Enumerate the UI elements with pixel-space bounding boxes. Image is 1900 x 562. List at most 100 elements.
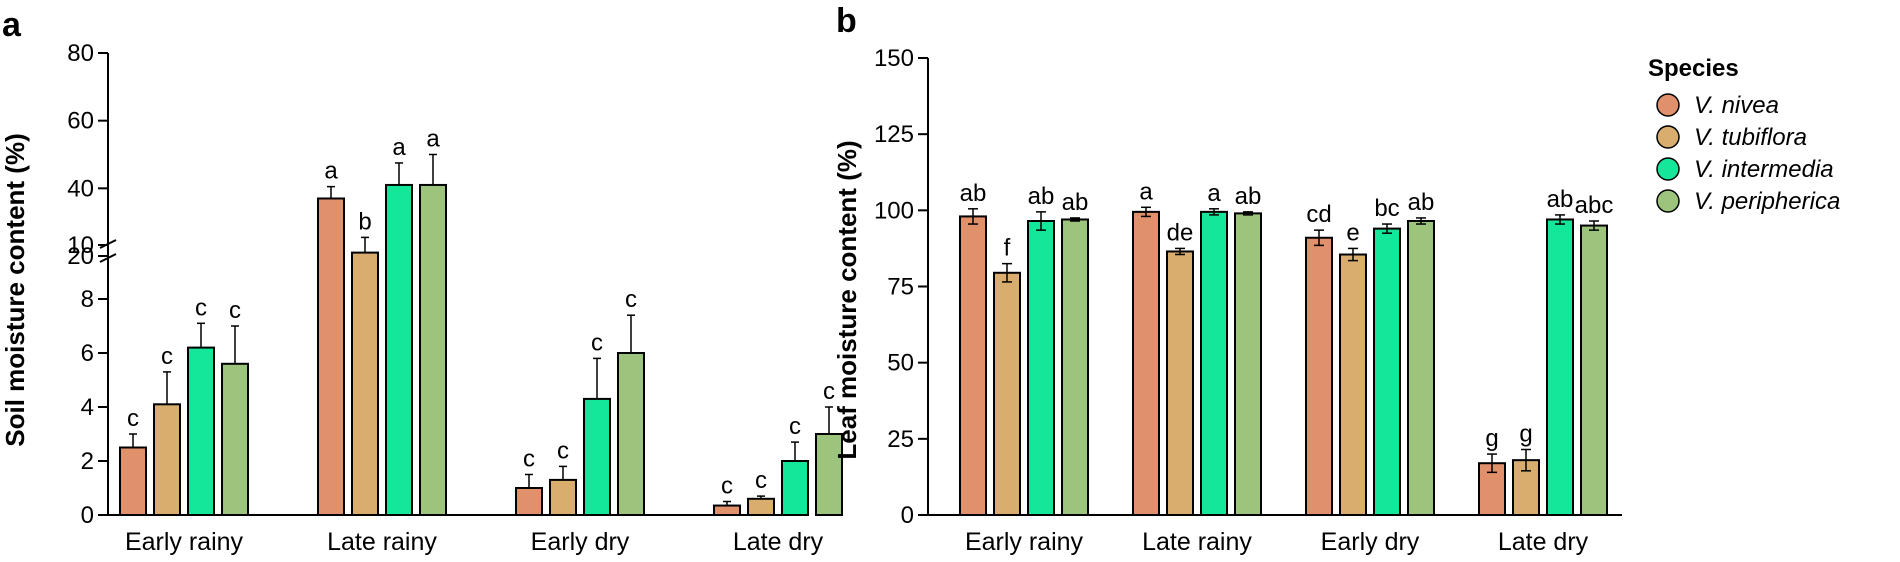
significance-letter: ab xyxy=(1408,189,1435,216)
chart-a: 20 40 60 80 0 2 4 6 8 10 Soil moisture content (%)… xyxy=(0,40,843,556)
bar-v-nivea-late-dry xyxy=(713,504,741,516)
significance-letter: b xyxy=(358,208,371,235)
y-tick-label: 25 xyxy=(887,426,914,453)
axis-break-mark xyxy=(99,253,117,263)
legend-label-v-tubiflora: V. tubiflora xyxy=(1694,124,1807,151)
bar-v-intermedia-late-dry xyxy=(781,460,809,516)
bar-v-peripherica-late-rainy xyxy=(419,183,447,516)
x-category-label: Early rainy xyxy=(965,528,1084,556)
significance-letter: a xyxy=(1207,180,1221,207)
bar-v-nivea-early-rainy xyxy=(959,215,987,516)
bar-v-intermedia-late-rainy xyxy=(1200,210,1228,517)
significance-letter: ab xyxy=(1235,183,1262,210)
y-tick-label: 125 xyxy=(874,121,914,148)
significance-letter: abc xyxy=(1575,192,1614,219)
y-axis-title: Soil moisture content (%) xyxy=(0,133,30,446)
x-category-label: Late dry xyxy=(1498,528,1589,556)
bar-v-nivea-late-rainy xyxy=(1132,210,1160,517)
y-tick-label: 2 xyxy=(81,448,94,475)
bar-v-tubiflora-early-dry xyxy=(1339,253,1367,516)
significance-letter: g xyxy=(1485,425,1498,452)
significance-letter: ab xyxy=(1062,189,1089,216)
significance-letter: ab xyxy=(1028,183,1055,210)
significance-letter: c xyxy=(523,446,535,473)
y-tick-label: 40 xyxy=(67,175,94,202)
significance-letter: c xyxy=(229,297,241,324)
legend-label-v-peripherica: V. peripherica xyxy=(1694,188,1840,215)
y-tick-label: 8 xyxy=(81,286,94,313)
legend: Species V. nivea V. tubiflora V. intermedi… xyxy=(1648,55,1840,215)
bar-v-intermedia-early-rainy xyxy=(1027,219,1055,516)
significance-letter: c xyxy=(625,286,637,313)
significance-letter: bc xyxy=(1374,195,1399,222)
bar-v-intermedia-late-dry xyxy=(1546,218,1574,516)
legend-marker-v-intermedia xyxy=(1656,157,1680,181)
bar-v-peripherica-early-rainy xyxy=(1061,218,1089,516)
significance-letter: c xyxy=(823,378,835,405)
significance-letter: c xyxy=(755,467,767,494)
significance-letter: c xyxy=(591,329,603,356)
bar-v-tubiflora-late-dry xyxy=(747,497,775,516)
significance-letter: a xyxy=(426,126,440,153)
y-tick-label: 10 xyxy=(67,232,94,259)
bar-v-tubiflora-late-rainy xyxy=(351,251,379,516)
legend-title: Species xyxy=(1648,55,1739,82)
x-category-label: Late rainy xyxy=(1142,528,1252,556)
significance-letter: f xyxy=(1004,235,1011,262)
bar-v-peripherica-early-rainy xyxy=(221,362,249,516)
y-tick-label: 0 xyxy=(81,502,94,529)
bar-v-nivea-early-rainy xyxy=(119,446,147,516)
significance-letter: c xyxy=(127,405,139,432)
bar-v-intermedia-early-dry xyxy=(583,397,611,516)
y-tick-label: 6 xyxy=(81,340,94,367)
bar-v-peripherica-late-rainy xyxy=(1234,212,1262,516)
significance-letter: de xyxy=(1167,219,1194,246)
y-axis-title: Leaf moisture content (%) xyxy=(832,140,862,459)
significance-letter: a xyxy=(324,158,338,185)
significance-letter: g xyxy=(1519,420,1532,447)
bar-v-nivea-early-dry xyxy=(1305,236,1333,516)
significance-letter: ab xyxy=(960,180,987,207)
x-category-label: Late rainy xyxy=(327,528,437,556)
y-tick-label: 100 xyxy=(874,197,914,224)
y-tick-label: 4 xyxy=(81,394,94,421)
bar-v-tubiflora-early-rainy xyxy=(993,271,1021,517)
significance-letter: c xyxy=(195,294,207,321)
y-tick-label: 75 xyxy=(887,274,914,301)
bar-v-intermedia-early-rainy xyxy=(187,346,215,516)
legend-marker-v-tubiflora xyxy=(1656,125,1680,149)
bar-v-tubiflora-late-rainy xyxy=(1166,250,1194,516)
legend-label-v-nivea: V. nivea xyxy=(1694,92,1779,119)
y-tick-label: 150 xyxy=(874,45,914,72)
bar-v-tubiflora-early-dry xyxy=(549,478,577,516)
significance-letter: a xyxy=(392,134,406,161)
significance-letter: cd xyxy=(1306,201,1331,228)
y-tick-label: 50 xyxy=(887,350,914,377)
significance-letter: c xyxy=(161,343,173,370)
bar-v-nivea-late-rainy xyxy=(317,197,345,516)
significance-letter: c xyxy=(557,437,569,464)
significance-letter: ab xyxy=(1547,186,1574,213)
significance-letter: e xyxy=(1346,219,1359,246)
y-tick-label: 60 xyxy=(67,108,94,135)
chart-b: 0 25 50 75 100 125 150 Leaf moisture content (%… xyxy=(832,45,1622,556)
bar-v-peripherica-late-dry xyxy=(1580,224,1608,516)
x-category-label: Late dry xyxy=(733,528,824,556)
legend-label-v-intermedia: V. intermedia xyxy=(1694,156,1834,183)
bar-v-intermedia-late-rainy xyxy=(385,183,413,516)
x-category-label: Early dry xyxy=(531,528,630,556)
significance-letter: c xyxy=(789,413,801,440)
bar-v-intermedia-early-dry xyxy=(1373,227,1401,516)
significance-letter: a xyxy=(1139,178,1153,205)
x-category-label: Early dry xyxy=(1321,528,1420,556)
panel-label-b: b xyxy=(836,2,857,40)
bar-v-tubiflora-early-rainy xyxy=(153,403,181,516)
legend-marker-v-peripherica xyxy=(1656,189,1680,213)
bar-v-peripherica-early-dry xyxy=(1407,219,1435,516)
x-category-label: Early rainy xyxy=(125,528,244,556)
significance-letter: c xyxy=(721,473,733,500)
y-tick-label: 20 xyxy=(67,243,94,270)
y-tick-label: 0 xyxy=(901,502,914,529)
panel-label-a: a xyxy=(2,6,22,44)
